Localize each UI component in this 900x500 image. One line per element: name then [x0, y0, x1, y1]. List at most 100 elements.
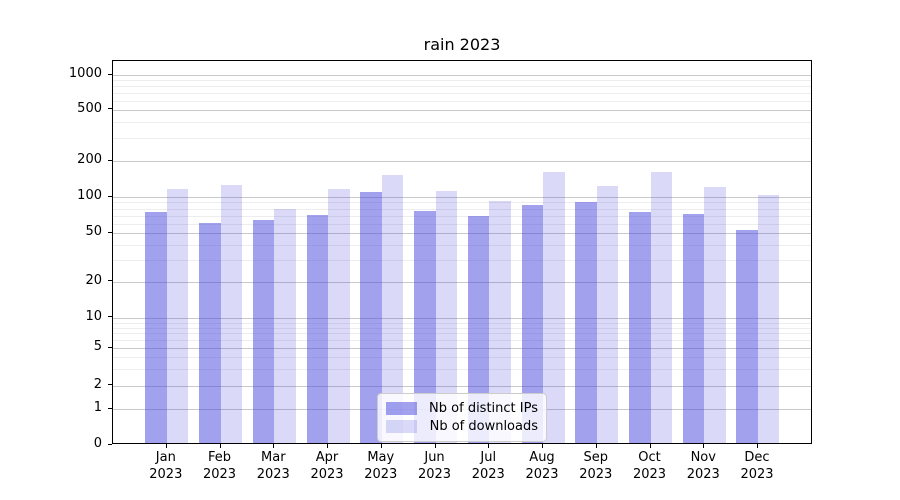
bar-nov-distinct-ips	[682, 213, 705, 443]
x-tick-label-jul: Jul 2023	[460, 449, 516, 483]
x-tick-jun	[434, 444, 436, 448]
legend-label-downloads: Nb of downloads	[429, 419, 538, 434]
x-label-year: 2023	[310, 467, 344, 482]
gridline-minor-60	[113, 223, 811, 225]
gridline-major-10	[113, 317, 811, 319]
y-tick-20	[108, 280, 112, 282]
x-label-year: 2023	[579, 467, 613, 482]
x-label-year: 2023	[417, 467, 452, 482]
y-tick-label-5: 5	[93, 339, 102, 354]
x-tick-jan	[165, 444, 167, 448]
y-tick-label-10: 10	[85, 308, 102, 324]
y-tick-5	[108, 346, 112, 348]
x-label-year: 2023	[740, 467, 774, 482]
gridline-minor-8	[113, 327, 811, 329]
x-tick-label-may: May 2023	[353, 449, 409, 483]
y-tick-label-0: 0	[93, 436, 102, 451]
chart-title: rain 2023	[423, 35, 501, 54]
x-label-month: Nov	[690, 450, 716, 465]
gridline-minor-80	[113, 208, 811, 210]
bar-apr-distinct-ips	[306, 215, 329, 443]
y-tick-1000	[108, 73, 112, 75]
gridline-minor-700	[113, 93, 811, 94]
x-label-month: Jul	[480, 450, 497, 465]
x-label-year: 2023	[202, 467, 237, 482]
gridline-major-200	[113, 161, 811, 162]
x-tick-mar	[273, 444, 275, 448]
bar-nov-downloads	[704, 187, 726, 443]
x-label-year: 2023	[686, 467, 720, 482]
y-tick-label-200: 200	[77, 152, 102, 167]
x-tick-label-aug: Aug 2023	[514, 449, 570, 483]
x-tick-nov	[703, 444, 705, 448]
x-tick-label-dec: Dec 2023	[729, 449, 785, 483]
legend-swatch-downloads	[386, 420, 417, 433]
x-tick-aug	[542, 444, 543, 448]
gridline-minor-400	[113, 122, 811, 124]
gridline-major-5	[113, 348, 811, 349]
x-label-year: 2023	[364, 467, 398, 482]
x-label-year: 2023	[149, 467, 183, 482]
bar-mar-downloads	[274, 208, 296, 443]
y-tick-0	[108, 443, 112, 445]
x-label-month: Jun	[424, 450, 445, 465]
gridline-major-100	[113, 197, 811, 198]
x-label-month: Feb	[208, 450, 232, 465]
y-tick-label-500: 500	[77, 100, 102, 116]
gridline-minor-9	[113, 322, 811, 324]
bars	[113, 61, 811, 443]
y-tick-50	[108, 231, 112, 233]
x-tick-feb	[219, 444, 221, 448]
x-tick-label-sep: Sep 2023	[568, 449, 624, 483]
bar-mar-distinct-ips	[252, 219, 275, 443]
bar-feb-downloads	[220, 185, 243, 443]
gridline-minor-3	[113, 369, 811, 371]
y-tick-100	[108, 195, 112, 197]
gridline-minor-70	[113, 215, 811, 217]
bar-dec-downloads	[757, 195, 780, 443]
y-tick-label-50: 50	[85, 224, 102, 239]
x-label-month: Sep	[583, 450, 608, 465]
y-tick-label-100: 100	[77, 188, 102, 203]
gridline-major-20	[113, 281, 811, 283]
bar-feb-distinct-ips	[199, 223, 221, 443]
gridline-major-50	[113, 233, 811, 234]
gridline-minor-30	[113, 260, 811, 262]
x-label-year: 2023	[525, 467, 559, 482]
x-tick-label-jun: Jun 2023	[407, 449, 463, 483]
bar-aug-distinct-ips	[521, 204, 543, 443]
bar-sep-downloads	[596, 186, 619, 443]
plot-area: Nb of distinct IPs Nb of downloads	[112, 60, 812, 444]
gridline-minor-300	[113, 138, 811, 140]
gridline-minor-800	[113, 86, 811, 88]
y-tick-1	[108, 407, 112, 409]
y-tick-label-2: 2	[93, 376, 102, 392]
x-tick-may	[380, 444, 382, 448]
legend: Nb of distinct IPs Nb of downloads	[377, 393, 547, 442]
y-tick-label-20: 20	[85, 272, 102, 288]
gridline-minor-7	[113, 333, 811, 335]
y-tick-2	[108, 384, 112, 386]
bar-oct-downloads	[650, 172, 672, 443]
x-tick-label-mar: Mar 2023	[245, 449, 301, 483]
gridline-minor-40	[113, 244, 811, 246]
x-tick-label-feb: Feb 2023	[192, 449, 248, 483]
bar-may-distinct-ips	[360, 192, 382, 443]
bar-jul-distinct-ips	[467, 215, 490, 443]
x-tick-oct	[649, 444, 651, 448]
x-tick-jul	[488, 444, 490, 448]
gridline-minor-600	[113, 100, 811, 102]
x-label-month: May	[367, 450, 395, 465]
gridline-major-500	[113, 109, 811, 111]
bar-oct-distinct-ips	[629, 212, 651, 443]
bar-jul-downloads	[489, 201, 511, 443]
x-tick-label-nov: Nov 2023	[675, 449, 731, 483]
x-label-year: 2023	[632, 467, 667, 482]
gridline-minor-6	[113, 340, 811, 342]
x-tick-dec	[756, 444, 758, 448]
bar-jun-distinct-ips	[414, 210, 436, 443]
legend-item-distinct-ips: Nb of distinct IPs	[386, 400, 538, 417]
x-tick-label-jan: Jan 2023	[138, 449, 194, 483]
y-tick-500	[108, 108, 112, 110]
